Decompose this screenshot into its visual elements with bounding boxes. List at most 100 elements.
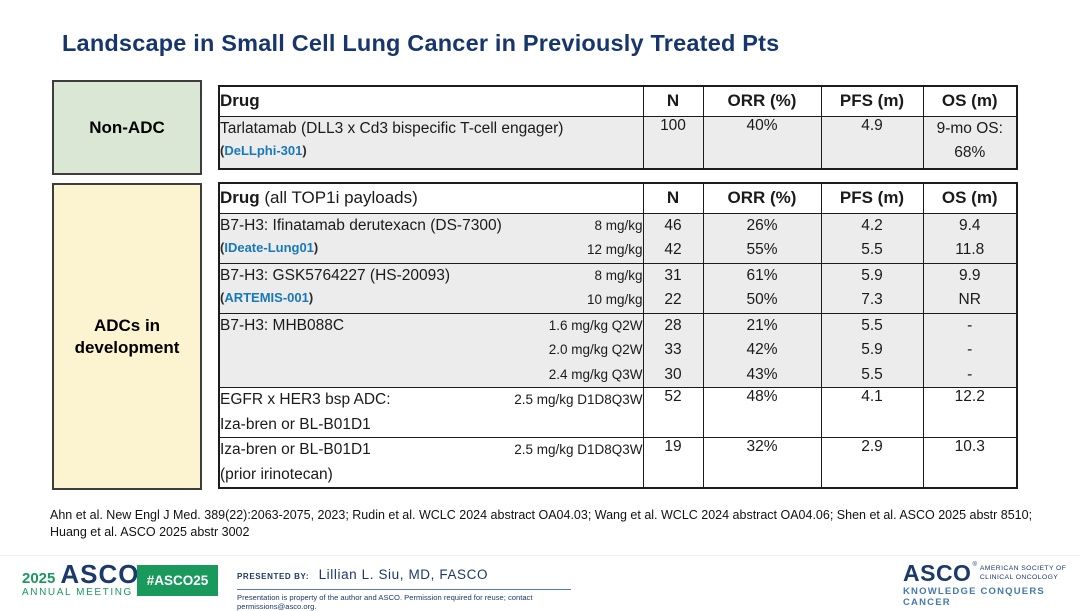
pfs-value: 5.5	[861, 241, 883, 258]
asco-wordmark: ASCO	[60, 559, 140, 589]
os-value: NR	[958, 291, 981, 308]
open-paren: (	[220, 143, 225, 158]
os-cell: 9.9 NR	[922, 262, 1018, 314]
header-drug: Drug	[218, 85, 644, 117]
os-value: 9.9	[958, 266, 981, 284]
os-value: 11.8	[955, 241, 985, 258]
asco-annual-meeting-logo: 2025 ASCO ® ANNUAL MEETING	[22, 559, 145, 598]
non-adc-table: Drug N ORR (%) PFS (m) OS (m) Tarlatamab…	[218, 85, 1018, 170]
os-cell: 9.4 11.8	[922, 212, 1018, 264]
header-n: N	[642, 85, 704, 117]
orr-value: 21%	[746, 316, 778, 334]
os-value: -	[967, 365, 973, 383]
header-pfs: PFS (m)	[820, 85, 924, 117]
table-row: Tarlatamab (DLL3 x Cd3 bispecific T-cell…	[218, 115, 1018, 170]
dose: 8 mg/kg	[594, 267, 643, 283]
society-name: AMERICAN SOCIETY OF CLINICAL ONCOLOGY	[980, 562, 1066, 582]
drug-cell: B7-H3: Ifinatamab derutexacn (DS-7300) (…	[218, 212, 644, 264]
footer-bar: 2025 ASCO ® ANNUAL MEETING #ASCO25 PRESE…	[0, 555, 1080, 611]
dose: 2.4 mg/kg Q3W	[548, 366, 643, 382]
category-label-adcs: ADCs in development	[74, 316, 180, 357]
drug-name: B7-H3: MHB088C	[220, 316, 345, 334]
drug-name: B7-H3: Ifinatamab derutexacn (DS-7300)	[220, 216, 502, 234]
dose: 8 mg/kg	[594, 217, 643, 233]
pfs-value: 5.5	[861, 365, 883, 383]
pfs-cell: 2.9	[820, 437, 924, 489]
header-os: OS (m)	[922, 182, 1018, 214]
orr-cell: 32%	[702, 437, 822, 489]
pfs-value: 5.9	[861, 266, 883, 284]
trial-name: ARTEMIS-001	[224, 290, 309, 305]
os-cell: - - -	[922, 312, 1018, 388]
os-cell: 12.2	[922, 387, 1018, 438]
orr-value: 55%	[746, 241, 778, 258]
hashtag-badge: #ASCO25	[137, 565, 218, 596]
os-value: 9.4	[958, 216, 981, 234]
table-row: Iza-bren or BL-B01D1 (prior irinotecan) …	[218, 437, 1018, 489]
adc-header-row: Drug (all TOP1i payloads) N ORR (%) PFS …	[218, 182, 1018, 214]
orr-value: 61%	[746, 266, 778, 284]
os-value: -	[967, 316, 973, 334]
drug-cell: Tarlatamab (DLL3 x Cd3 bispecific T-cell…	[218, 115, 644, 170]
pfs-cell: 5.5 5.9 5.5	[820, 312, 924, 388]
pfs-cell: 4.2 5.5	[820, 212, 924, 264]
header-drug-rest: (all TOP1i payloads)	[259, 188, 418, 208]
n-cell: 52	[642, 387, 704, 438]
header-drug: Drug (all TOP1i payloads)	[218, 182, 644, 214]
header-drug-bold: Drug	[220, 188, 260, 208]
society-line-1: AMERICAN SOCIETY OF	[979, 565, 1067, 572]
orr-cell: 40%	[702, 115, 822, 170]
open-paren: (	[220, 290, 225, 305]
os-value: -	[967, 341, 973, 358]
orr-cell: 61% 50%	[702, 262, 822, 314]
pfs-value: 7.3	[861, 291, 883, 308]
presenter-name: Lillian L. Siu, MD, FASCO	[318, 567, 489, 582]
n-value: 46	[664, 216, 682, 234]
pfs-value: 5.5	[861, 316, 883, 334]
table-row: B7-H3: Ifinatamab derutexacn (DS-7300) (…	[218, 212, 1018, 264]
n-cell: 31 22	[642, 262, 704, 314]
dose: 2.0 mg/kg Q2W	[548, 342, 643, 357]
drug-cell: B7-H3: GSK5764227 (HS-20093) (ARTEMIS-00…	[218, 262, 644, 314]
category-box-non-adc: Non-ADC	[52, 80, 202, 175]
n-value: 28	[664, 316, 682, 334]
category-box-adcs-in-development: ADCs in development	[52, 183, 202, 490]
orr-cell: 48%	[702, 387, 822, 438]
close-paren: )	[308, 290, 314, 305]
asco-society-logo: ASCO ® AMERICAN SOCIETY OF CLINICAL ONCO…	[903, 560, 1080, 609]
drug-cell: B7-H3: MHB088C 1.6 mg/kg Q2W 2.0 mg/kg Q…	[218, 312, 644, 388]
table-row: B7-H3: MHB088C 1.6 mg/kg Q2W 2.0 mg/kg Q…	[218, 312, 1018, 388]
drug-name: B7-H3: GSK5764227 (HS-20093)	[220, 266, 451, 284]
category-label-non-adc: Non-ADC	[89, 117, 165, 137]
n-value: 33	[664, 341, 682, 358]
society-line-2: CLINICAL ONCOLOGY	[979, 573, 1059, 581]
open-paren: (	[220, 240, 225, 255]
header-os: OS (m)	[922, 85, 1018, 117]
n-value: 30	[664, 365, 682, 383]
orr-cell: 26% 55%	[702, 212, 822, 264]
pfs-cell: 4.9	[820, 115, 924, 170]
os-cell: 10.3	[922, 437, 1018, 489]
slide-title: Landscape in Small Cell Lung Cancer in P…	[62, 30, 780, 56]
trial-name: DeLLphi-301	[224, 143, 303, 158]
drug-name-line2: (prior irinotecan)	[220, 465, 333, 483]
n-value: 22	[664, 291, 682, 308]
meeting-year: 2025	[22, 570, 56, 587]
dose: 2.5 mg/kg D1D8Q3W	[514, 442, 643, 457]
pfs-value: 5.9	[861, 341, 883, 358]
table-row: EGFR x HER3 bsp ADC: Iza-bren or BL-B01D…	[218, 387, 1018, 438]
n-cell: 100	[642, 115, 704, 170]
asco-tagline: KNOWLEDGE CONQUERS CANCER	[903, 586, 1045, 608]
close-paren: )	[313, 240, 319, 255]
dose: 2.5 mg/kg D1D8Q3W	[514, 392, 643, 407]
n-value: 31	[664, 266, 682, 284]
orr-value: 26%	[746, 216, 778, 234]
os-cell: 9-mo OS: 68%	[922, 115, 1018, 170]
orr-value: 43%	[746, 365, 778, 383]
dose: 10 mg/kg	[586, 292, 643, 307]
asco-wordmark: ASCO	[903, 560, 972, 586]
drug-name-line2: Iza-bren or BL-B01D1	[220, 415, 371, 433]
registered-mark: ®	[972, 562, 977, 568]
permission-notice: Presentation is property of the author a…	[237, 589, 571, 611]
n-value: 42	[664, 241, 682, 258]
